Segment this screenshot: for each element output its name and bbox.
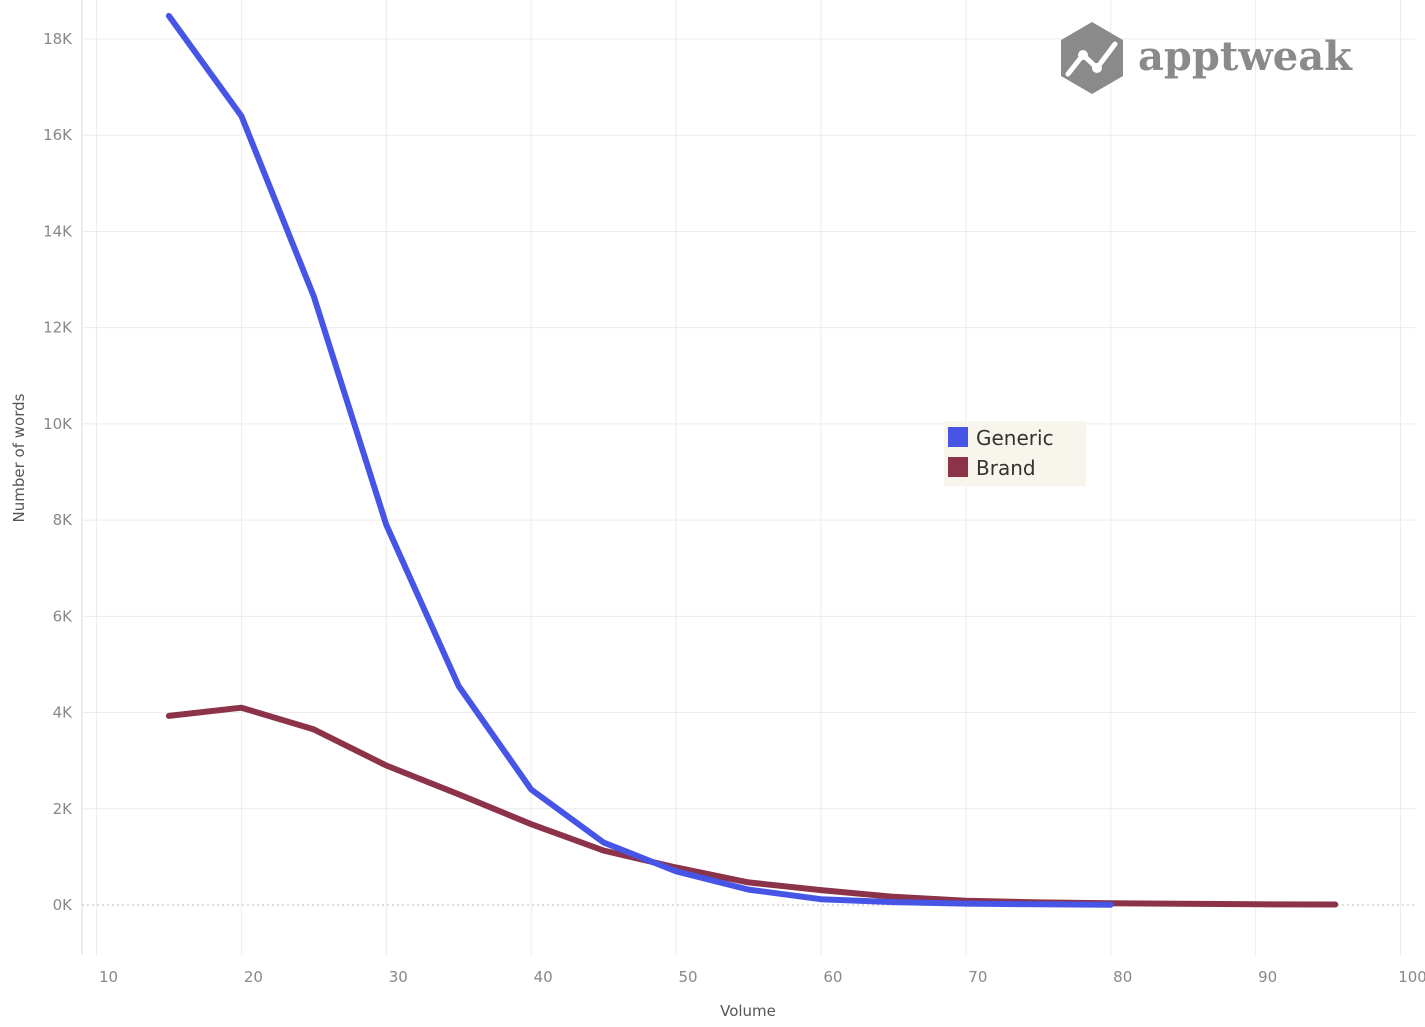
x-tick-label: 100 bbox=[1398, 968, 1425, 986]
x-tick-label: 20 bbox=[244, 968, 263, 986]
y-tick-label: 2K bbox=[53, 800, 74, 818]
x-axis-title: Volume bbox=[720, 1002, 776, 1020]
legend-label-brand: Brand bbox=[976, 456, 1036, 480]
y-tick-label: 12K bbox=[43, 319, 73, 337]
x-tick-label: 80 bbox=[1113, 968, 1132, 986]
apptweak-logo-icon bbox=[1061, 22, 1123, 94]
vertical-gridlines bbox=[95, 0, 1402, 955]
x-tick-label: 10 bbox=[99, 968, 118, 986]
legend-swatch-brand bbox=[948, 457, 968, 477]
legend: Generic Brand bbox=[944, 421, 1086, 486]
series-line-brand bbox=[165, 704, 1339, 908]
x-tick-label: 50 bbox=[679, 968, 698, 986]
x-tick-label: 30 bbox=[389, 968, 408, 986]
y-axis-tick-labels: 0K 2K 4K 6K 8K 10K 12K 14K 16K 18K bbox=[43, 30, 73, 914]
series-line-generic bbox=[165, 12, 1114, 908]
y-tick-label: 6K bbox=[53, 607, 74, 625]
x-tick-label: 40 bbox=[534, 968, 553, 986]
series-lines bbox=[165, 12, 1339, 908]
x-tick-label: 90 bbox=[1258, 968, 1277, 986]
apptweak-logo: apptweak bbox=[1061, 22, 1353, 94]
y-tick-label: 14K bbox=[43, 222, 73, 240]
y-tick-label: 16K bbox=[43, 126, 73, 144]
x-tick-label: 70 bbox=[968, 968, 987, 986]
y-tick-label: 10K bbox=[43, 415, 73, 433]
legend-swatch-generic bbox=[948, 427, 968, 447]
y-tick-label: 8K bbox=[53, 511, 74, 529]
y-tick-label: 4K bbox=[53, 704, 74, 722]
y-tick-label: 18K bbox=[43, 30, 73, 48]
legend-label-generic: Generic bbox=[976, 426, 1054, 450]
x-axis-tick-labels: 10 20 30 40 50 60 70 80 90 100 bbox=[99, 968, 1425, 986]
y-tick-label: 0K bbox=[53, 896, 74, 914]
y-axis-title: Number of words bbox=[10, 393, 28, 522]
x-tick-label: 60 bbox=[823, 968, 842, 986]
horizontal-gridlines bbox=[82, 38, 1415, 810]
apptweak-logo-text: apptweak bbox=[1138, 33, 1353, 80]
